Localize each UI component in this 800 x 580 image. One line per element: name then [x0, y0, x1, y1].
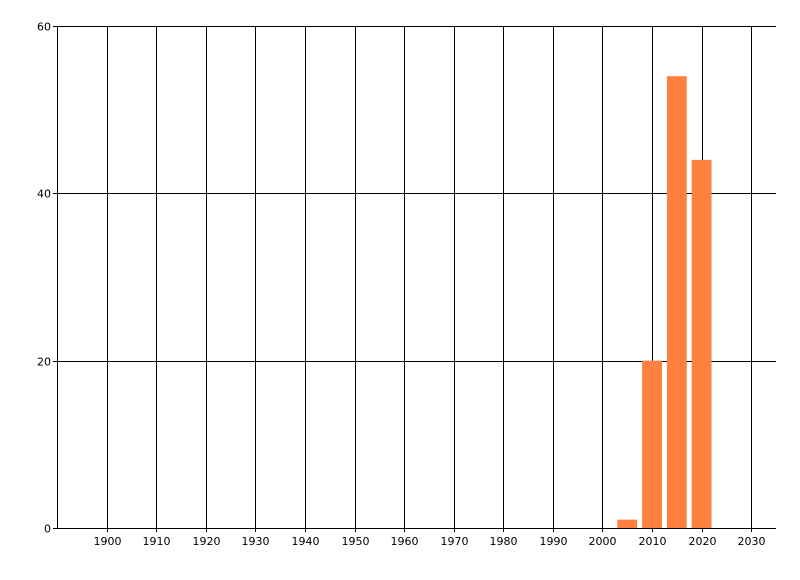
x-tick-label: 1960	[391, 535, 419, 548]
y-tick-label: 0	[44, 523, 51, 536]
x-tick-label: 1930	[242, 535, 270, 548]
x-tick-label: 2000	[589, 535, 617, 548]
bar	[691, 159, 712, 528]
x-tick-label: 1910	[143, 535, 171, 548]
x-tick-label: 2030	[738, 535, 766, 548]
y-tick-label: 20	[37, 356, 51, 369]
x-tick-label: 1990	[540, 535, 568, 548]
x-tick-label: 1970	[441, 535, 469, 548]
y-tick-label: 40	[37, 188, 51, 201]
axes: 0 20 40 60 1900 1910 1920 1930 1940 1950 1960 1970 1…	[37, 21, 776, 548]
x-tick-label: 1900	[94, 535, 122, 548]
x-tick-label: 2010	[639, 535, 667, 548]
x-tick-label: 1950	[342, 535, 370, 548]
y-tick-label: 60	[37, 21, 51, 34]
bar	[642, 360, 662, 528]
bars	[617, 76, 712, 528]
x-tick-label: 1980	[490, 535, 518, 548]
bar	[666, 76, 687, 528]
x-tick-label: 1940	[292, 535, 320, 548]
x-tick-label: 1920	[193, 535, 221, 548]
x-tick-label: 2020	[689, 535, 717, 548]
bar	[617, 519, 638, 528]
